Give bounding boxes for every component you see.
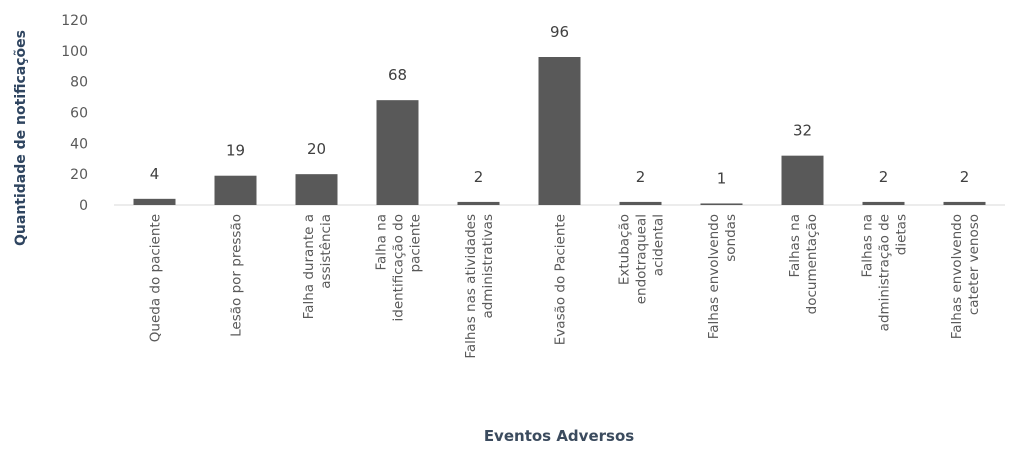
y-tick-label: 100 [61, 44, 88, 60]
category-label: Falha na identificação do paciente [374, 214, 424, 322]
category-label-line: Falhas envolvendo [949, 214, 965, 339]
category-labels: Queda do paciente Lesão por pressão Falha … [148, 214, 983, 359]
data-label: 1 [717, 169, 727, 187]
category-label: Falha durante a assistência [301, 214, 334, 319]
category-label: Falhas envolvendo cateter venoso [949, 214, 982, 339]
category-label-line: Falha durante a [301, 214, 317, 319]
y-axis-title: Quantidade de notificações [13, 30, 29, 246]
bar [538, 57, 581, 205]
data-label: 2 [636, 168, 646, 186]
category-label-line: Falha na [374, 214, 390, 271]
y-tick-label: 120 [61, 13, 88, 29]
category-label: Lesão por pressão [229, 214, 245, 337]
data-label: 20 [307, 140, 326, 158]
data-label: 2 [960, 168, 970, 186]
y-tick-label: 40 [70, 136, 88, 152]
bar [376, 100, 419, 205]
category-label-line: dietas [894, 214, 910, 255]
category-label-line: acidental [651, 214, 667, 276]
y-tick-label: 0 [79, 198, 88, 214]
data-label: 19 [226, 142, 245, 160]
bar [214, 175, 257, 205]
category-label-line: assistência [318, 214, 334, 289]
data-label: 2 [879, 168, 889, 186]
category-label-line: paciente [408, 214, 424, 272]
category-label-line: administração de [877, 214, 893, 331]
bar [619, 201, 662, 205]
data-label: 96 [550, 23, 569, 41]
category-label-line: administrativas [480, 214, 496, 319]
category-label-line: Falhas na [860, 214, 876, 278]
y-tick-label: 80 [70, 75, 88, 91]
category-label-line: Extubação [617, 214, 633, 285]
category-label-line: cateter venoso [966, 214, 982, 315]
bar [862, 201, 905, 205]
category-label-line: Evasão do Paciente [553, 214, 569, 345]
data-label: 4 [150, 165, 160, 183]
category-label: Falhas na administração de dietas [860, 214, 910, 331]
data-label: 68 [388, 66, 407, 84]
category-label-line: sondas [723, 214, 739, 262]
category-label-line: Falhas na [787, 214, 803, 278]
data-labels: 4 19 20 68 2 96 2 1 32 2 2 [150, 23, 970, 187]
category-label-line: identificação do [391, 214, 407, 322]
bar [943, 201, 986, 205]
bar [133, 198, 176, 205]
y-axis-ticks: 0 20 40 60 80 100 120 [61, 13, 88, 214]
data-label: 32 [793, 122, 812, 140]
bar [700, 203, 743, 205]
x-axis-title: Eventos Adversos [484, 427, 634, 445]
category-label-line: Falhas nas atividades [463, 214, 479, 359]
category-label: Falhas nas atividades administrativas [463, 214, 496, 359]
category-label: Falhas na documentação [787, 214, 820, 314]
category-label: Evasão do Paciente [553, 214, 569, 345]
category-label-line: documentação [804, 214, 820, 314]
bar [295, 174, 338, 205]
bars [133, 57, 986, 205]
category-label-line: Falhas envolvendo [706, 214, 722, 339]
category-label: Falhas envolvendo sondas [706, 214, 739, 339]
bar [457, 201, 500, 205]
data-label: 2 [474, 168, 484, 186]
category-label-line: Lesão por pressão [229, 214, 245, 337]
category-label-line: endotraqueal [634, 214, 650, 304]
category-label: Extubação endotraqueal acidental [617, 214, 667, 304]
category-label: Queda do paciente [148, 214, 164, 342]
y-tick-label: 20 [70, 167, 88, 183]
y-tick-label: 60 [70, 106, 88, 122]
category-label-line: Queda do paciente [148, 214, 164, 342]
bar [781, 155, 824, 205]
